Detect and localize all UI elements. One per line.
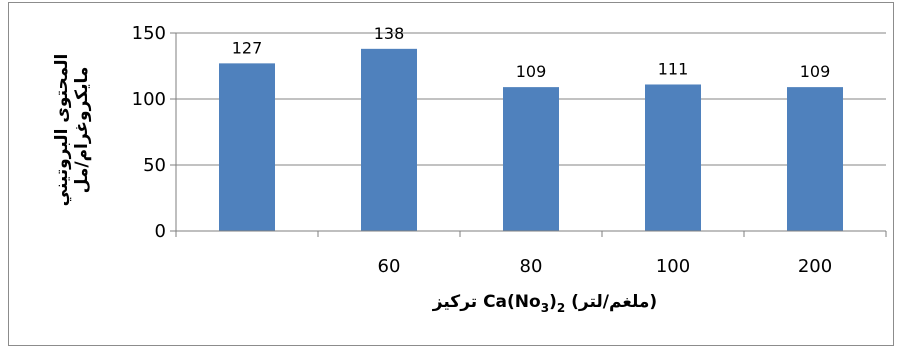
y-tick-label: 0: [155, 221, 166, 242]
y-axis-title-line-2: مايكروغرام/مل: [72, 67, 92, 194]
data-label: 127: [232, 38, 263, 57]
data-label: 138: [374, 24, 405, 43]
bar: [645, 84, 701, 231]
x-tick-label: 200: [798, 256, 832, 277]
bar: [787, 87, 843, 232]
bars: [219, 48, 843, 232]
y-tick-labels: 0 50 100 150: [132, 23, 166, 242]
data-labels: 127 138 109 111 109: [232, 24, 831, 81]
bar: [503, 87, 559, 232]
y-axis-title-line-1: المحتوى البروتيني: [52, 54, 72, 207]
x-axis-title: تركيز Ca(No3)2 (ملغم/لتر): [432, 292, 657, 315]
bar: [219, 63, 275, 231]
y-axis-title: المحتوى البروتيني مايكروغرام/مل: [52, 54, 92, 207]
x-tick-label: 60: [378, 256, 401, 277]
axes: [175, 33, 886, 232]
chart-frame: [8, 2, 894, 346]
data-label: 109: [800, 62, 831, 81]
bar: [361, 48, 417, 232]
y-tick-label: 150: [132, 23, 166, 44]
x-tick-label: 100: [656, 256, 690, 277]
x-tick-label: 80: [520, 256, 543, 277]
data-label: 111: [658, 59, 689, 78]
y-tick-label: 100: [132, 89, 166, 110]
y-tick-label: 50: [143, 155, 166, 176]
x-tick-labels: 60 80 100 200: [378, 256, 833, 277]
data-label: 109: [516, 62, 547, 81]
